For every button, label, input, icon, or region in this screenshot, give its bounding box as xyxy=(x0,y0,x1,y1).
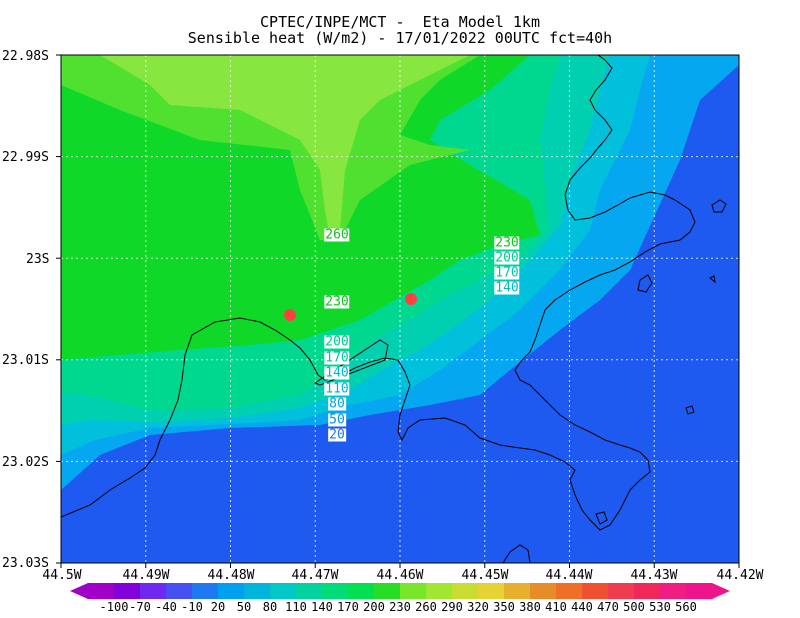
colorbar-swatch xyxy=(114,583,141,599)
x-axis-label-0: 44.5W xyxy=(42,568,82,583)
x-axis-label-1: 44.49W xyxy=(122,568,170,583)
colorbar-swatch xyxy=(244,583,271,599)
x-axis-label-6: 44.44W xyxy=(545,568,593,583)
chart-subtitle: Sensible heat (W/m2) - 17/01/2022 00UTC … xyxy=(187,29,613,47)
colorbar-swatch xyxy=(556,583,583,599)
colorbar-swatch xyxy=(270,583,297,599)
field-ygreen xyxy=(100,55,470,240)
colorbar-label: -70 xyxy=(129,600,151,614)
colorbar-swatch xyxy=(478,583,505,599)
colorbar-swatch xyxy=(166,583,193,599)
colorbar-label: 560 xyxy=(675,600,697,614)
colorbar xyxy=(70,583,730,599)
contour-label: 260 xyxy=(324,227,350,243)
colorbar-label: 110 xyxy=(285,600,307,614)
colorbar-label: 200 xyxy=(363,600,385,614)
colorbar-swatch xyxy=(686,583,713,599)
y-axis-label-1: 22.99S xyxy=(2,150,49,165)
colorbar-arrow-left xyxy=(70,583,88,599)
grid-lines xyxy=(61,55,739,563)
coastline xyxy=(61,55,727,563)
colorbar-swatch xyxy=(296,583,323,599)
x-axis-label-8: 44.42W xyxy=(716,568,764,583)
island-1 xyxy=(711,199,727,213)
colorbar-label: 410 xyxy=(545,600,567,614)
contour-label: 110 xyxy=(324,381,350,397)
station-marker-2 xyxy=(405,293,417,305)
x-axis-label-5: 44.45W xyxy=(461,568,509,583)
colorbar-label: 380 xyxy=(519,600,541,614)
colorbar-label: 350 xyxy=(493,600,515,614)
x-axis-label-4: 44.46W xyxy=(376,568,424,583)
colorbar-label: 470 xyxy=(597,600,619,614)
contour-label: 200 xyxy=(494,250,520,266)
colorbar-label: 320 xyxy=(467,600,489,614)
colorbar-swatch xyxy=(140,583,167,599)
colorbar-swatch xyxy=(218,583,245,599)
colorbar-label: 260 xyxy=(415,600,437,614)
coastline-mainland xyxy=(61,55,696,531)
x-axis-label-2: 44.48W xyxy=(207,568,255,583)
colorbar-label: 530 xyxy=(649,600,671,614)
colorbar-swatch xyxy=(400,583,427,599)
y-axis-label-2: 23S xyxy=(26,252,50,267)
x-axis-label-3: 44.47W xyxy=(291,568,339,583)
colorbar-label: 80 xyxy=(262,600,278,614)
y-axis-label-0: 22.98S xyxy=(2,49,49,64)
colorbar-swatch xyxy=(660,583,687,599)
colorbar-arrow-right xyxy=(712,583,730,599)
colorbar-label: 50 xyxy=(236,600,252,614)
coastline-pier xyxy=(313,339,389,386)
contour-label: 140 xyxy=(324,365,350,381)
y-axis-label-4: 23.02S xyxy=(2,455,49,470)
colorbar-label: 140 xyxy=(311,600,333,614)
colorbar-swatch xyxy=(322,583,349,599)
contour-label: 140 xyxy=(494,280,520,296)
colorbar-label: -10 xyxy=(181,600,203,614)
contour-label: 170 xyxy=(494,265,520,281)
y-axis-label-5: 23.03S xyxy=(2,556,49,571)
island-3 xyxy=(685,405,695,415)
contour-label: 50 xyxy=(328,412,346,428)
colorbar-label: 20 xyxy=(210,600,226,614)
contour-label: 230 xyxy=(494,235,520,251)
tick-marks xyxy=(56,54,740,568)
contour-label: 80 xyxy=(328,396,346,412)
colorbar-swatch xyxy=(504,583,531,599)
coastline-south xyxy=(502,544,531,563)
colorbar-swatch xyxy=(452,583,479,599)
chart-title: CPTEC/INPE/MCT - Eta Model 1km xyxy=(260,13,540,31)
colorbar-swatch xyxy=(426,583,453,599)
contour-label: 20 xyxy=(328,427,346,443)
colorbar-swatch xyxy=(348,583,375,599)
colorbar-swatch xyxy=(608,583,635,599)
island-2 xyxy=(637,274,653,293)
x-axis-label-7: 44.43W xyxy=(630,568,678,583)
island-5 xyxy=(709,275,716,284)
colorbar-label: 230 xyxy=(389,600,411,614)
colorbar-label: 170 xyxy=(337,600,359,614)
y-axis-label-3: 23.01S xyxy=(2,353,49,368)
colorbar-swatch xyxy=(192,583,219,599)
colorbar-swatch xyxy=(88,583,115,599)
contour-label: 170 xyxy=(324,350,350,366)
station-marker-1 xyxy=(284,309,296,321)
contour-label: 200 xyxy=(324,334,350,350)
contour-label: 230 xyxy=(324,294,350,310)
colorbar-label: -40 xyxy=(155,600,177,614)
colorbar-label: 440 xyxy=(571,600,593,614)
island-4 xyxy=(595,511,608,525)
colorbar-swatch xyxy=(374,583,401,599)
colorbar-label: 500 xyxy=(623,600,645,614)
colorbar-swatch xyxy=(582,583,609,599)
colorbar-label: 290 xyxy=(441,600,463,614)
colorbar-swatch xyxy=(634,583,661,599)
colorbar-swatch xyxy=(530,583,557,599)
colorbar-label: -100 xyxy=(99,600,129,614)
